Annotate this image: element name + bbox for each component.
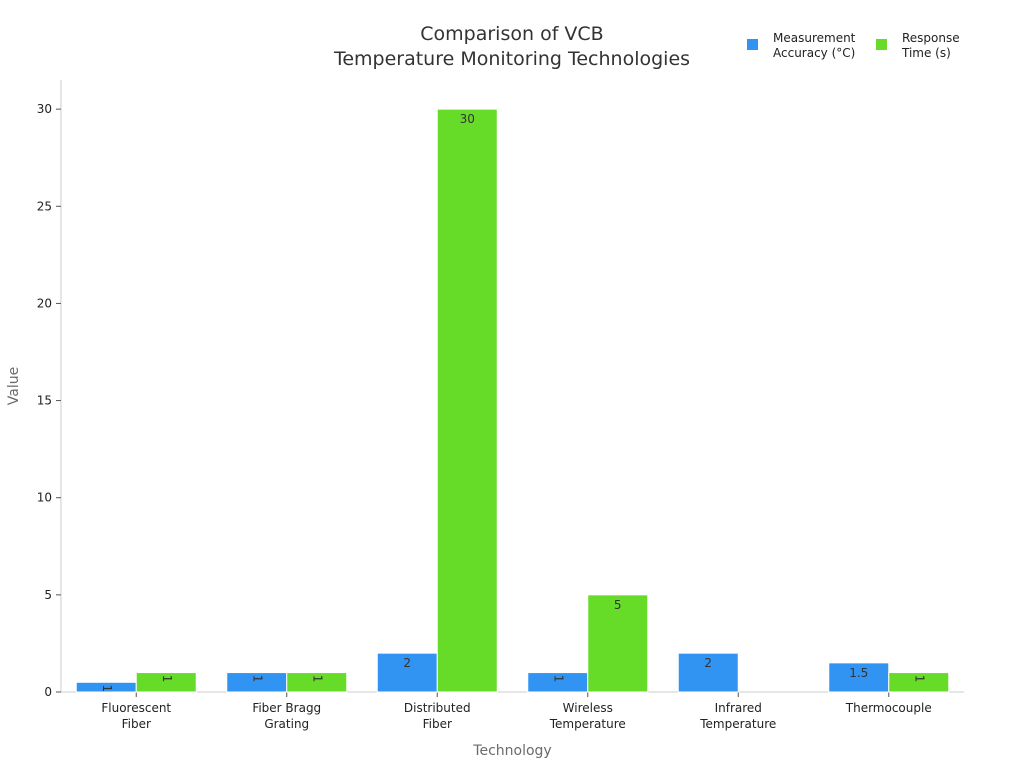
x-tick-label: Fiber Bragg	[252, 701, 321, 715]
x-tick-label: Thermocouple	[845, 701, 932, 715]
x-tick-label: Temperature	[699, 717, 776, 731]
x-tick-label: Fluorescent	[101, 701, 171, 715]
bar-series-2	[286, 672, 348, 693]
y-tick-label: 25	[37, 199, 52, 213]
data-label: 5	[614, 598, 622, 612]
x-tick-label: Grating	[264, 717, 309, 731]
legend-label: Response	[902, 31, 960, 45]
data-label: 2	[704, 656, 712, 670]
legend-label: Accuracy (°C)	[773, 46, 855, 60]
bar-series-2	[135, 672, 197, 693]
chart-title: Comparison of VCB Temperature Monitoring …	[333, 23, 690, 70]
data-labels: 1 1 2 1 2 1.5 1 1 30 5 1	[100, 112, 927, 692]
x-tick-label: Fiber	[122, 717, 151, 731]
x-tick-label: Distributed	[404, 701, 471, 715]
data-label: 1	[100, 684, 114, 692]
x-tick-label: Wireless	[563, 701, 613, 715]
y-tick-label: 10	[37, 491, 52, 505]
data-label: 1	[310, 675, 324, 683]
bars	[75, 108, 950, 693]
legend-swatch	[876, 39, 887, 50]
data-label: 2	[403, 656, 411, 670]
legend-label: Measurement	[773, 31, 856, 45]
x-tick-label: Temperature	[549, 717, 626, 731]
data-label: 1.5	[849, 666, 868, 680]
x-tick-label: Infrared	[715, 701, 762, 715]
y-tick-label: 5	[44, 588, 52, 602]
legend-label: Time (s)	[901, 46, 951, 60]
data-label: 1	[912, 675, 926, 683]
bar-series-1	[677, 652, 739, 693]
y-tick-label: 20	[37, 296, 52, 310]
data-label: 1	[551, 675, 565, 683]
legend-swatch	[747, 39, 758, 50]
x-tick-label: Fiber	[423, 717, 452, 731]
y-tick-label: 30	[37, 102, 52, 116]
y-tick-label: 15	[37, 394, 52, 408]
bar-series-2	[888, 672, 950, 693]
data-label: 1	[250, 675, 264, 683]
y-tick-label: 0	[44, 685, 52, 699]
y-axis-title: Value	[6, 367, 22, 405]
x-axis-title: Technology	[472, 743, 551, 759]
chart-title-line: Temperature Monitoring Technologies	[333, 48, 690, 70]
chart-title-line: Comparison of VCB	[420, 23, 603, 45]
bar-series-2	[436, 108, 498, 693]
data-label: 1	[160, 675, 174, 683]
data-label: 30	[460, 112, 475, 126]
bar-series-2	[587, 594, 649, 693]
